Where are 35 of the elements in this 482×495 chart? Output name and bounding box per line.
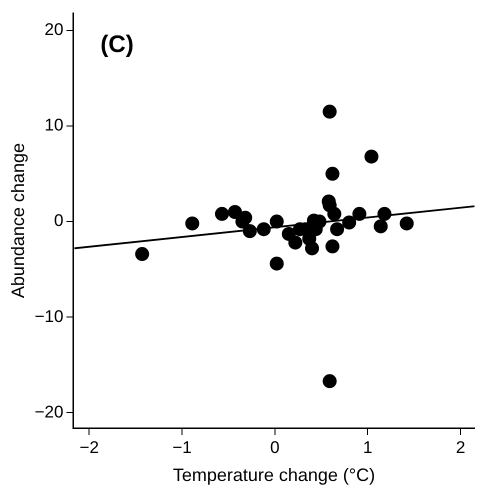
point (135, 247, 150, 262)
point (364, 150, 378, 164)
y-tick-label: 10 (44, 116, 64, 135)
y-tick-label: −10 (34, 306, 64, 326)
point (325, 166, 340, 181)
y-tick-label: −20 (34, 402, 64, 422)
y-tick-label: 0 (54, 211, 64, 230)
point (330, 222, 344, 236)
point (288, 236, 302, 250)
point (305, 241, 320, 256)
point (325, 239, 340, 254)
point (270, 214, 284, 229)
point (377, 206, 392, 221)
y-tick-label: 20 (44, 20, 64, 40)
point (242, 224, 257, 238)
annotation: (C) (100, 30, 134, 58)
x-tick-label: 0 (270, 438, 280, 457)
point (270, 256, 284, 271)
point (214, 206, 229, 221)
point (374, 219, 388, 234)
point (342, 216, 356, 230)
point (327, 206, 342, 221)
y-axis-title: Abundance change (8, 143, 28, 298)
point (256, 222, 271, 236)
point (228, 205, 242, 219)
point (185, 216, 200, 230)
point (322, 374, 337, 388)
x-tick-label: 1 (363, 438, 372, 457)
point (352, 206, 366, 221)
x-tick-label: −2 (80, 438, 99, 457)
x-axis-title: Temperature change (°C) (172, 465, 376, 486)
x-tick-label: 2 (456, 438, 466, 457)
point (322, 104, 337, 119)
x-tick-label: −1 (172, 438, 192, 457)
point (400, 216, 414, 230)
